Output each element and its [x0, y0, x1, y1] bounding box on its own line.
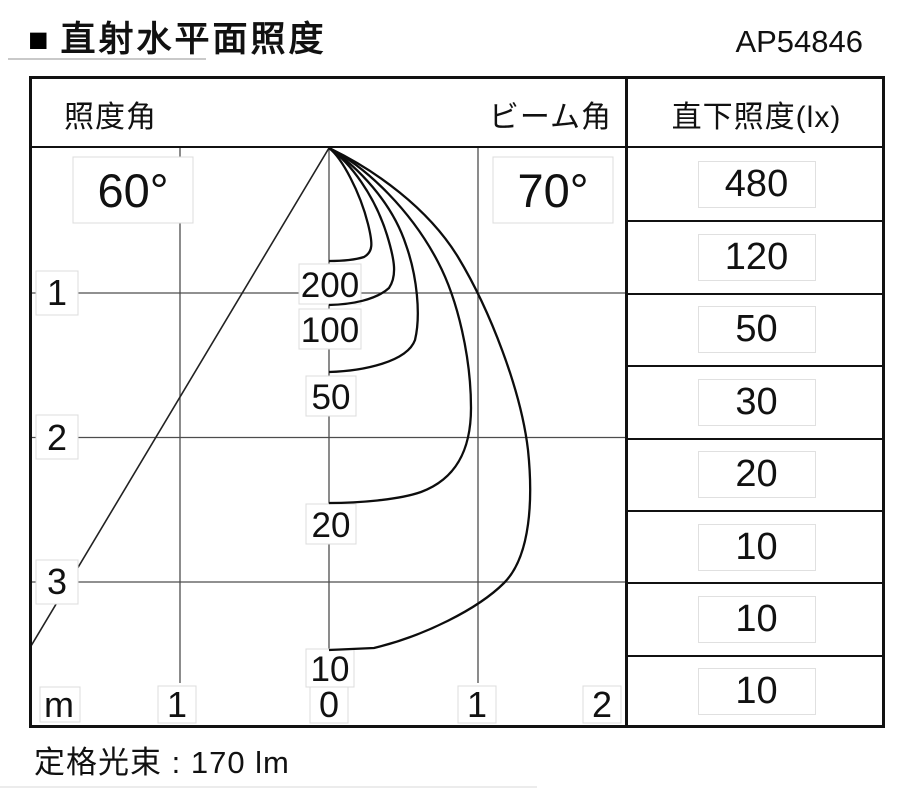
beam-angle-label: ビーム角 — [488, 101, 612, 134]
curve-label-200: 200 — [301, 266, 359, 305]
footer-underline — [0, 786, 537, 788]
illuminance-angle-label: 照度角 — [64, 101, 157, 134]
illuminance-angle-value: 60° — [97, 164, 168, 217]
curve-label-10: 10 — [311, 650, 350, 689]
table-column-divider — [625, 76, 628, 728]
x-tick-right-2: 2 — [592, 684, 612, 725]
illuminance-value: 20 — [697, 451, 816, 499]
illuminance-value: 30 — [697, 378, 816, 426]
isolux-curves — [328, 148, 532, 652]
table-row: 480 — [628, 148, 885, 220]
y-tick-3: 3 — [47, 561, 67, 602]
illuminance-value: 10 — [697, 523, 816, 571]
x-axis-unit: m — [44, 684, 74, 725]
title-underline — [8, 58, 206, 60]
table-row: 10 — [628, 654, 885, 727]
x-tick-right-1: 1 — [467, 684, 487, 725]
label-boxes — [35, 156, 622, 724]
illuminance-value: 480 — [697, 160, 816, 208]
curve-label-100: 100 — [301, 311, 359, 350]
rated-luminous-flux: 定格光束 : 170 lm — [34, 745, 290, 780]
curve-10lx — [328, 148, 532, 652]
table-header-divider — [29, 146, 885, 148]
x-tick-0: 0 — [319, 684, 339, 725]
page-title: 直射水平面照度 — [60, 20, 327, 59]
isolux-chart: 60° 70° 1 2 3 m 1 0 1 2 200 100 50 20 10 — [32, 148, 625, 725]
curve-200lx — [328, 148, 373, 263]
curve-label-50: 50 — [312, 378, 351, 417]
table-row: 30 — [628, 365, 885, 437]
product-code: AP54846 — [735, 24, 863, 59]
table-row: 50 — [628, 292, 885, 365]
y-tick-2: 2 — [47, 417, 67, 458]
title-row: ■ 直射水平面照度 — [28, 20, 327, 60]
beam-angle-value: 70° — [517, 164, 588, 217]
title-bullet-icon: ■ — [28, 21, 49, 59]
illuminance-value: 10 — [697, 595, 816, 643]
curve-50lx — [328, 148, 419, 374]
curve-20lx — [328, 148, 473, 505]
illuminance-angle-diagonal — [32, 148, 330, 646]
x-tick-left-1: 1 — [167, 684, 187, 725]
table-row: 10 — [628, 509, 885, 582]
illuminance-value: 50 — [697, 306, 816, 354]
y-tick-1: 1 — [47, 272, 67, 313]
table-row: 10 — [628, 582, 885, 654]
direct-illuminance-header: 直下照度(lx) — [671, 101, 842, 134]
table-row: 20 — [628, 437, 885, 510]
direct-illuminance-column: 480 120 50 30 20 10 10 10 — [628, 148, 885, 727]
illuminance-value: 120 — [697, 234, 816, 282]
illuminance-value: 10 — [697, 668, 816, 716]
curve-100lx — [328, 148, 396, 307]
curve-label-20: 20 — [312, 506, 351, 545]
table-row: 120 — [628, 220, 885, 292]
